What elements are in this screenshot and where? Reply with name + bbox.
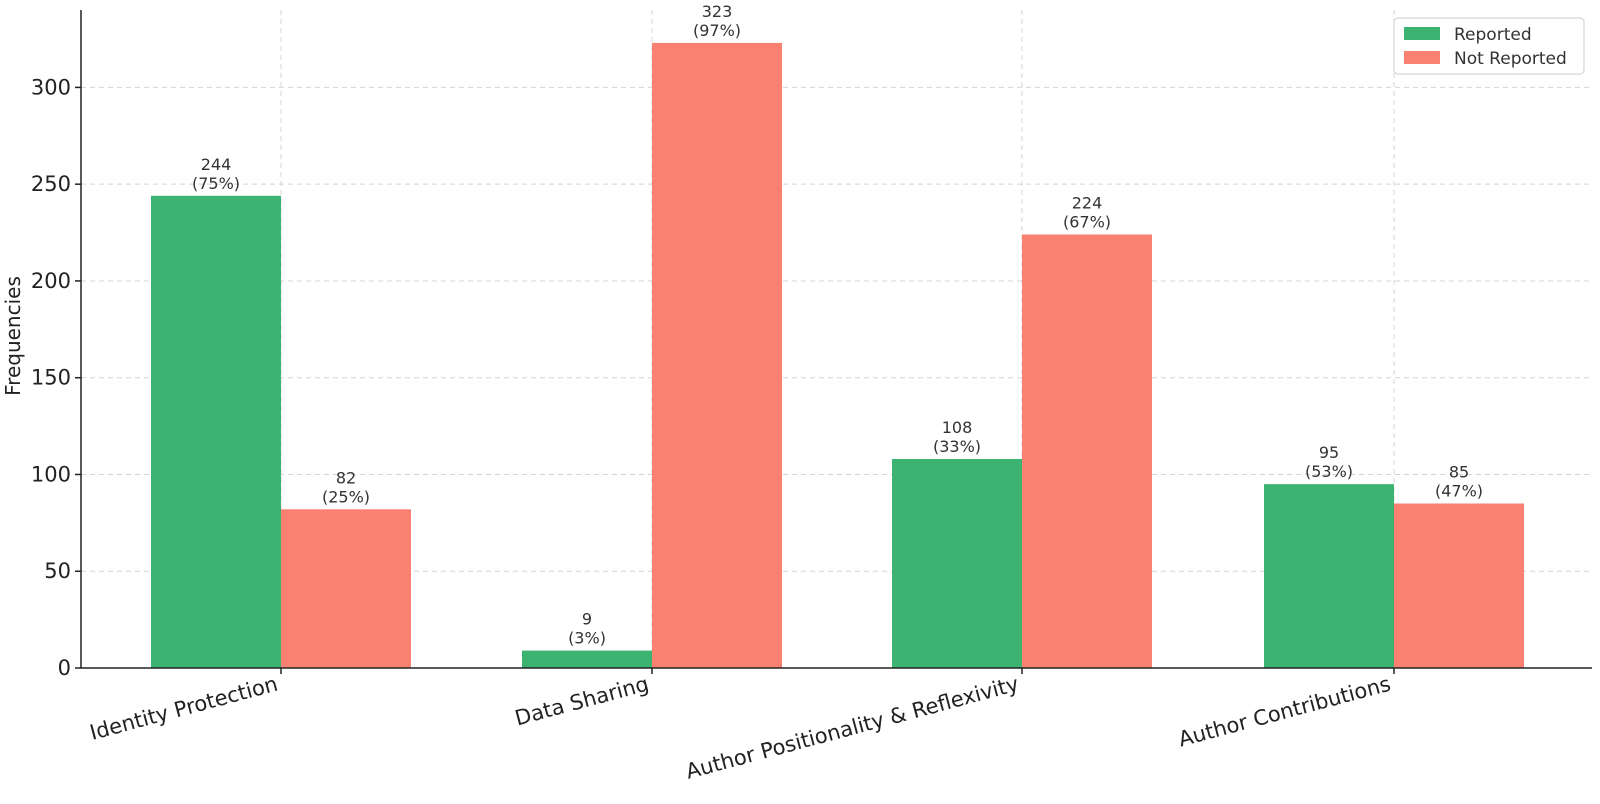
x-category-label: Data Sharing xyxy=(512,672,651,731)
bar-reported xyxy=(151,195,281,668)
bar-value-label: 82 xyxy=(336,468,356,487)
legend-swatch xyxy=(1404,27,1440,40)
bars xyxy=(151,42,1524,668)
legend-frame xyxy=(1393,17,1585,75)
legend: Reported Not Reported xyxy=(1393,17,1585,75)
bar-not-reported xyxy=(1394,503,1524,668)
y-tick-label: 150 xyxy=(31,366,71,390)
bar-not-reported xyxy=(281,509,411,668)
x-category-label: Author Contributions xyxy=(1176,672,1393,752)
bar-not-reported xyxy=(652,42,782,668)
x-category-label: Author Positionality & Reflexivity xyxy=(683,672,1021,784)
bar-reported xyxy=(892,458,1022,668)
bar-reported xyxy=(522,650,652,668)
legend-entry-label: Reported xyxy=(1454,25,1532,45)
bar-value-label: 244 xyxy=(201,155,232,174)
bar-value-label: 224 xyxy=(1072,193,1103,212)
bar-percent-label: (67%) xyxy=(1063,212,1111,231)
y-tick-label: 250 xyxy=(31,172,71,196)
bar-value-label: 108 xyxy=(942,418,973,437)
y-tick-label: 300 xyxy=(31,75,71,99)
bar-percent-label: (47%) xyxy=(1435,482,1483,501)
bar-percent-label: (33%) xyxy=(933,437,981,456)
legend-swatch xyxy=(1404,51,1440,64)
bar-reported xyxy=(1264,484,1394,668)
bar-not-reported xyxy=(1022,234,1152,668)
bar-value-label: 323 xyxy=(702,2,733,21)
bar-percent-label: (75%) xyxy=(192,174,240,193)
bar-value-label: 9 xyxy=(582,610,592,629)
legend-entry-label: Not Reported xyxy=(1454,49,1567,69)
y-tick-label: 100 xyxy=(31,462,71,486)
x-category-label: Identity Protection xyxy=(87,672,280,745)
y-axis-title: Frequencies xyxy=(1,276,25,396)
bar-percent-label: (25%) xyxy=(322,487,370,506)
bar-percent-label: (53%) xyxy=(1305,462,1353,481)
y-tick-label: 200 xyxy=(31,269,71,293)
bar-percent-label: (3%) xyxy=(568,629,606,648)
bar-value-label: 95 xyxy=(1319,443,1339,462)
y-tick-label: 50 xyxy=(44,559,71,583)
bar-value-label: 85 xyxy=(1449,463,1469,482)
bar-value-labels: 244(75%) 9(3%) 108(33%) 95(53%) 82(25%) 323(9… xyxy=(192,2,1483,648)
bar-percent-label: (97%) xyxy=(693,21,741,40)
y-tick-label: 0 xyxy=(58,656,71,680)
